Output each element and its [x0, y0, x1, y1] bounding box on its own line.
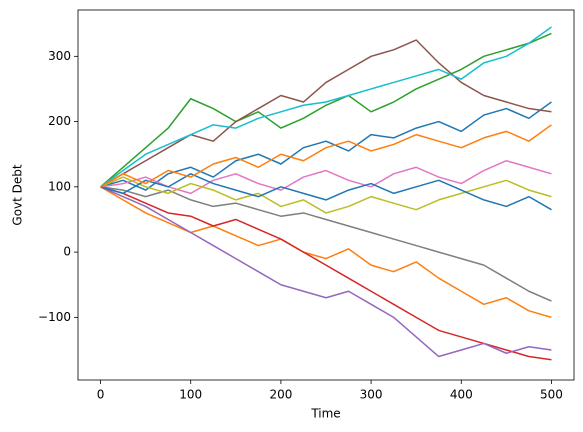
- y-tick-label: 300: [48, 49, 71, 63]
- x-tick-label: 200: [269, 388, 292, 402]
- series-line: [100, 186, 552, 361]
- y-tick-label: −100: [38, 310, 71, 324]
- x-tick-label: 400: [450, 388, 473, 402]
- x-tick-label: 500: [540, 388, 563, 402]
- series-line: [100, 173, 552, 211]
- series-line: [100, 26, 552, 188]
- series-line: [100, 186, 552, 302]
- x-tick-label: 100: [179, 388, 202, 402]
- y-tick-label: 100: [48, 179, 71, 193]
- series-line: [100, 101, 552, 191]
- series-line: [100, 159, 552, 195]
- x-axis-label: Time: [310, 407, 340, 421]
- series-line: [100, 124, 552, 188]
- axes-frame: [77, 9, 575, 381]
- x-tick-label: 300: [360, 388, 383, 402]
- series-line: [100, 186, 552, 319]
- series-line: [100, 39, 552, 188]
- y-tick-label: 0: [63, 245, 71, 259]
- series-line: [100, 176, 552, 214]
- plot-area: [100, 26, 552, 361]
- y-tick-label: 200: [48, 114, 71, 128]
- x-tick-label: 0: [97, 388, 105, 402]
- series-line: [100, 32, 552, 188]
- y-axis-label: Govt Debt: [11, 164, 25, 226]
- series-line: [100, 186, 552, 358]
